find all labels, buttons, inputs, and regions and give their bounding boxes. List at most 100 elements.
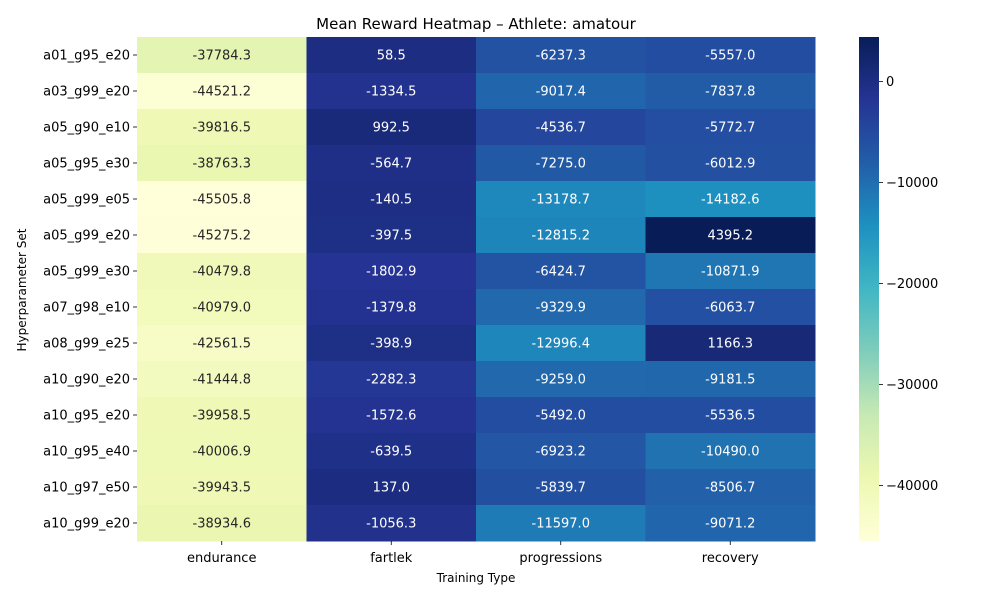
cell-value-label: -40479.8	[193, 265, 251, 280]
cell-value-label: 4395.2	[708, 229, 754, 244]
cell-value-label: 1166.3	[708, 337, 754, 352]
cell-value-label: -6237.3	[536, 49, 586, 64]
heatmap-cell	[306, 397, 477, 434]
cell-value-label: -6063.7	[705, 301, 755, 316]
heatmap-cell	[137, 325, 307, 362]
cell-value-label: -6012.9	[705, 157, 755, 172]
heatmap-cell	[645, 73, 816, 110]
row-label: a03_g99_e20	[43, 85, 130, 100]
cell-value-label: -7275.0	[536, 157, 586, 172]
row-label: a10_g97_e50	[43, 481, 130, 496]
cell-value-label: 992.5	[373, 121, 410, 136]
heatmap-cell	[137, 181, 307, 218]
row-label: a05_g99_e05	[43, 193, 130, 208]
cell-value-label: -1334.5	[366, 85, 416, 100]
cell-value-label: -7837.8	[705, 85, 755, 100]
heatmap-cell	[476, 145, 646, 182]
cell-value-label: -1056.3	[366, 517, 416, 532]
colorbar	[859, 37, 879, 541]
cell-value-label: -1802.9	[366, 265, 416, 280]
column-label: progressions	[519, 551, 602, 566]
cell-value-label: -40979.0	[193, 301, 251, 316]
cell-value-label: 137.0	[373, 481, 410, 496]
heatmap-cell	[306, 469, 477, 506]
cell-value-label: -45505.8	[193, 193, 251, 208]
cell-value-label: -9071.2	[705, 517, 755, 532]
row-label: a10_g95_e20	[43, 409, 130, 424]
column-label: recovery	[702, 551, 759, 566]
cell-value-label: -13178.7	[532, 193, 590, 208]
heatmap-cell	[645, 145, 816, 182]
heatmap-cell	[137, 109, 307, 146]
cell-value-label: -10871.9	[701, 265, 759, 280]
heatmap-cell	[137, 397, 307, 434]
heatmap-cell	[645, 181, 816, 218]
row-label: a10_g95_e40	[43, 445, 130, 460]
cell-value-label: -39816.5	[193, 121, 251, 136]
cell-value-label: -37784.3	[193, 49, 251, 64]
heatmap-cell	[476, 217, 646, 254]
heatmap-cell	[645, 469, 816, 506]
heatmap-cell	[137, 253, 307, 290]
cell-value-label: -40006.9	[193, 445, 251, 460]
heatmap-cell	[306, 145, 477, 182]
heatmap-cell	[137, 289, 307, 326]
heatmap-cell	[306, 37, 477, 74]
heatmap-cell	[476, 505, 646, 542]
cell-value-label: -38763.3	[193, 157, 251, 172]
cell-value-label: -6923.2	[536, 445, 586, 460]
row-labels: a01_g95_e20 a03_g99_e20 a05_g90_e10 a05_g95…	[43, 49, 137, 532]
cell-value-label: -45275.2	[193, 229, 251, 244]
heatmap-cell	[137, 505, 307, 542]
cell-value-label: -41444.8	[193, 373, 251, 388]
x-axis-label: Training Type	[436, 571, 516, 585]
heatmap-cell	[137, 469, 307, 506]
cell-value-label: -10490.0	[701, 445, 759, 460]
row-label: a10_g99_e20	[43, 517, 130, 532]
row-label: a05_g95_e30	[43, 157, 130, 172]
heatmap-cell	[476, 361, 646, 398]
cell-value-label: -5839.7	[536, 481, 586, 496]
heatmap-cell	[476, 325, 646, 362]
heatmap-cell	[137, 433, 307, 470]
heatmap-cell	[476, 469, 646, 506]
heatmap-cell	[645, 289, 816, 326]
heatmap-cell	[137, 361, 307, 398]
colorbar-tick-label: −10000	[886, 176, 938, 191]
heatmap-cell	[645, 397, 816, 434]
heatmap-cell	[476, 397, 646, 434]
heatmap-cell	[306, 433, 477, 470]
row-label: a07_g98_e10	[43, 301, 130, 316]
cell-value-label: -11597.0	[532, 517, 590, 532]
row-label: a05_g99_e20	[43, 229, 130, 244]
row-label: a05_g99_e30	[43, 265, 130, 280]
cell-value-label: -9259.0	[536, 373, 586, 388]
heatmap-cell	[476, 253, 646, 290]
heatmap-cell	[306, 253, 477, 290]
heatmap-cell	[645, 505, 816, 542]
cell-value-label: -6424.7	[536, 265, 586, 280]
heatmap-cell	[306, 181, 477, 218]
cell-value-label: -39958.5	[193, 409, 251, 424]
column-labels: endurance fartlek progressions recovery	[187, 541, 759, 566]
heatmap-cell	[137, 73, 307, 110]
cell-value-label: -14182.6	[701, 193, 759, 208]
cell-value-label: -38934.6	[193, 517, 251, 532]
chart-title: Mean Reward Heatmap – Athlete: amatour	[316, 15, 636, 33]
heatmap-cell	[645, 217, 816, 254]
heatmap-cell	[137, 145, 307, 182]
cell-value-label: -2282.3	[366, 373, 416, 388]
row-label: a05_g90_e10	[43, 121, 130, 136]
cell-value-label: -5536.5	[705, 409, 755, 424]
column-label: endurance	[187, 551, 256, 566]
cell-value-label: -12815.2	[532, 229, 590, 244]
row-label: a10_g90_e20	[43, 373, 130, 388]
heatmap-cell	[645, 325, 816, 362]
heatmap-cell	[476, 109, 646, 146]
heatmap-cell	[645, 433, 816, 470]
cell-value-label: -9329.9	[536, 301, 586, 316]
heatmap-cell	[306, 73, 477, 110]
heatmap-cell	[137, 37, 307, 74]
heatmap-cells: -37784.3 58.5 -6237.3 -5557.0 -44521.2 -1334.…	[137, 37, 816, 542]
